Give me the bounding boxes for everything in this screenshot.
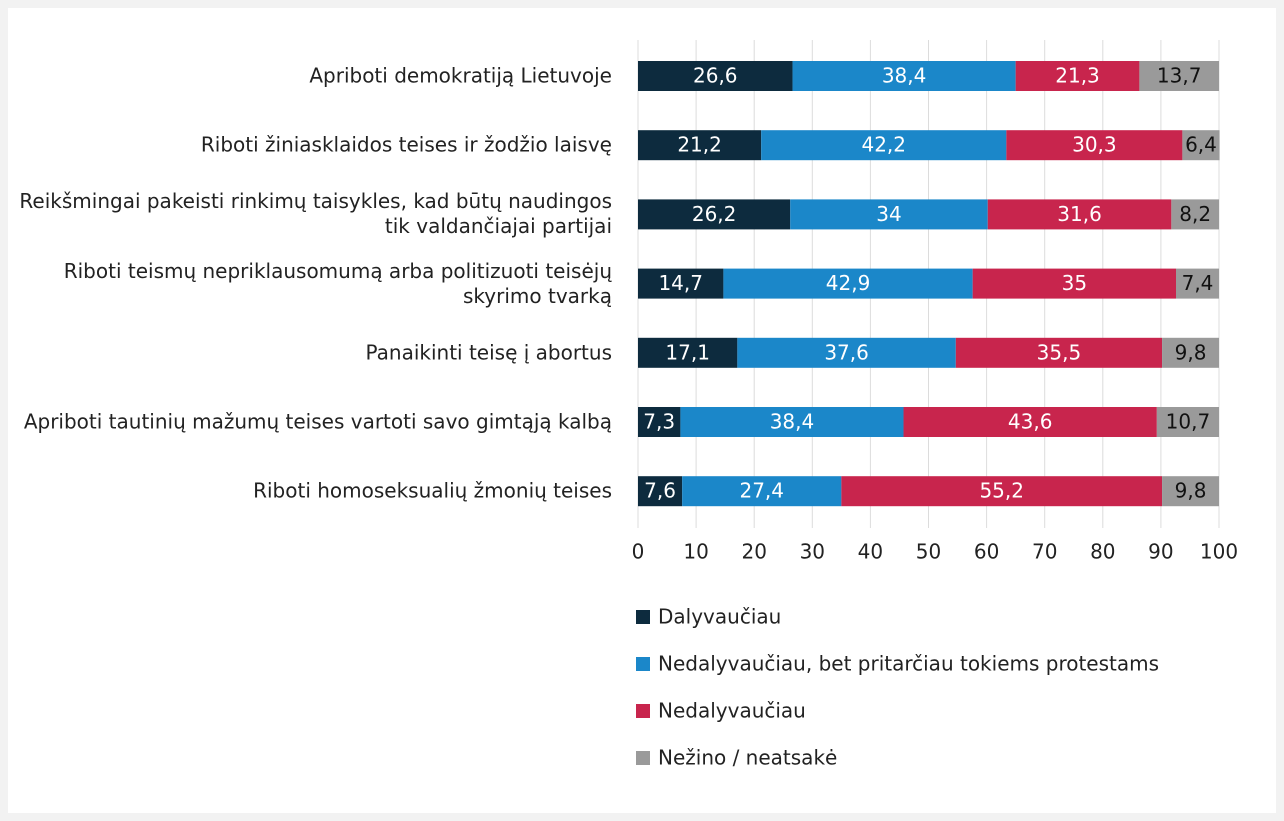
x-tick-label: 80	[1090, 540, 1115, 564]
data-label: 13,7	[1157, 64, 1202, 88]
data-label: 21,2	[677, 133, 722, 157]
bar-segment	[737, 337, 956, 368]
bar-segment	[1176, 268, 1219, 299]
bar-segment	[638, 476, 683, 507]
bar-segment	[761, 130, 1007, 161]
data-label: 37,6	[824, 340, 869, 364]
bar-segment	[1006, 130, 1183, 161]
data-label: 31,6	[1057, 202, 1102, 226]
data-label: 14,7	[658, 271, 703, 295]
x-tick-label: 60	[974, 540, 999, 564]
bar-segment	[955, 337, 1163, 368]
legend-swatch	[636, 610, 650, 624]
category-label: Riboti žiniasklaidos teises ir žodžio la…	[200, 132, 612, 157]
bar-segment	[638, 268, 724, 299]
legend-swatch	[636, 657, 650, 671]
x-tick-label: 90	[1148, 540, 1173, 564]
data-label: 6,4	[1185, 133, 1217, 157]
bar-segment	[1171, 199, 1219, 230]
data-label: 9,8	[1175, 479, 1207, 503]
bar-segment	[1015, 61, 1140, 91]
data-label: 17,1	[665, 340, 710, 364]
category-label: Riboti homoseksualių žmonių teises	[253, 478, 612, 503]
bar-segment	[682, 476, 842, 507]
category-label: Apriboti tautinių mažumų teises vartoti …	[23, 409, 612, 434]
bar-segment	[792, 61, 1016, 91]
x-tick-label: 0	[632, 540, 645, 564]
bar-segment	[972, 268, 1177, 299]
bar-segment	[903, 407, 1157, 437]
data-label: 42,9	[826, 271, 871, 295]
category-label: Apriboti demokratiją Lietuvoje	[309, 63, 612, 88]
bar-segment	[1162, 337, 1219, 368]
x-tick-label: 10	[683, 540, 708, 564]
data-label: 10,7	[1166, 410, 1211, 434]
data-label: 38,4	[770, 410, 815, 434]
data-label: 7,3	[643, 410, 675, 434]
bar-segment	[1156, 407, 1219, 437]
data-label: 42,2	[861, 133, 906, 157]
data-label: 8,2	[1179, 202, 1211, 226]
bar-segment	[1182, 130, 1220, 161]
data-label: 38,4	[882, 64, 927, 88]
data-label: 21,3	[1055, 64, 1100, 88]
bar-segment	[638, 199, 791, 230]
legend-swatch	[636, 704, 650, 718]
bar-segment	[638, 407, 681, 437]
bar-segment	[987, 199, 1172, 230]
x-tick-label: 70	[1032, 540, 1057, 564]
x-tick-label: 40	[858, 540, 883, 564]
category-label: Panaikinti teisę į abortus	[365, 340, 612, 365]
legend-label: Nedalyvaučiau, bet pritarčiau tokiems pr…	[658, 652, 1159, 676]
bar-segment	[841, 476, 1163, 507]
data-label: 35,5	[1037, 340, 1082, 364]
bar-segment	[680, 407, 904, 437]
legend-label: Nežino / neatsakė	[658, 746, 837, 770]
x-tick-label: 100	[1200, 540, 1238, 564]
bar-segment	[638, 130, 762, 161]
legend-swatch	[636, 751, 650, 765]
bar-segment	[1162, 476, 1219, 507]
data-label: 7,4	[1182, 271, 1214, 295]
category-label: Reikšmingai pakeisti rinkimų taisykles, …	[19, 189, 612, 239]
data-label: 7,6	[644, 479, 676, 503]
bar-segment	[723, 268, 973, 299]
data-label: 43,6	[1008, 410, 1053, 434]
bar-segment	[638, 61, 793, 91]
data-label: 30,3	[1072, 133, 1117, 157]
data-label: 26,6	[693, 64, 738, 88]
data-label: 55,2	[979, 479, 1024, 503]
data-label: 26,2	[692, 202, 737, 226]
legend-label: Nedalyvaučiau	[658, 699, 806, 723]
x-tick-label: 30	[800, 540, 825, 564]
data-label: 34	[876, 202, 901, 226]
data-label: 27,4	[739, 479, 784, 503]
category-label: Riboti teismų nepriklausomumą arba polit…	[63, 258, 612, 308]
x-tick-label: 50	[916, 540, 941, 564]
bar-segment	[790, 199, 988, 230]
bar-segment	[1139, 61, 1219, 91]
data-label: 9,8	[1175, 340, 1207, 364]
x-tick-label: 20	[741, 540, 766, 564]
data-label: 35	[1062, 271, 1087, 295]
bar-segment	[638, 337, 738, 368]
legend-label: Dalyvaučiau	[658, 605, 781, 629]
